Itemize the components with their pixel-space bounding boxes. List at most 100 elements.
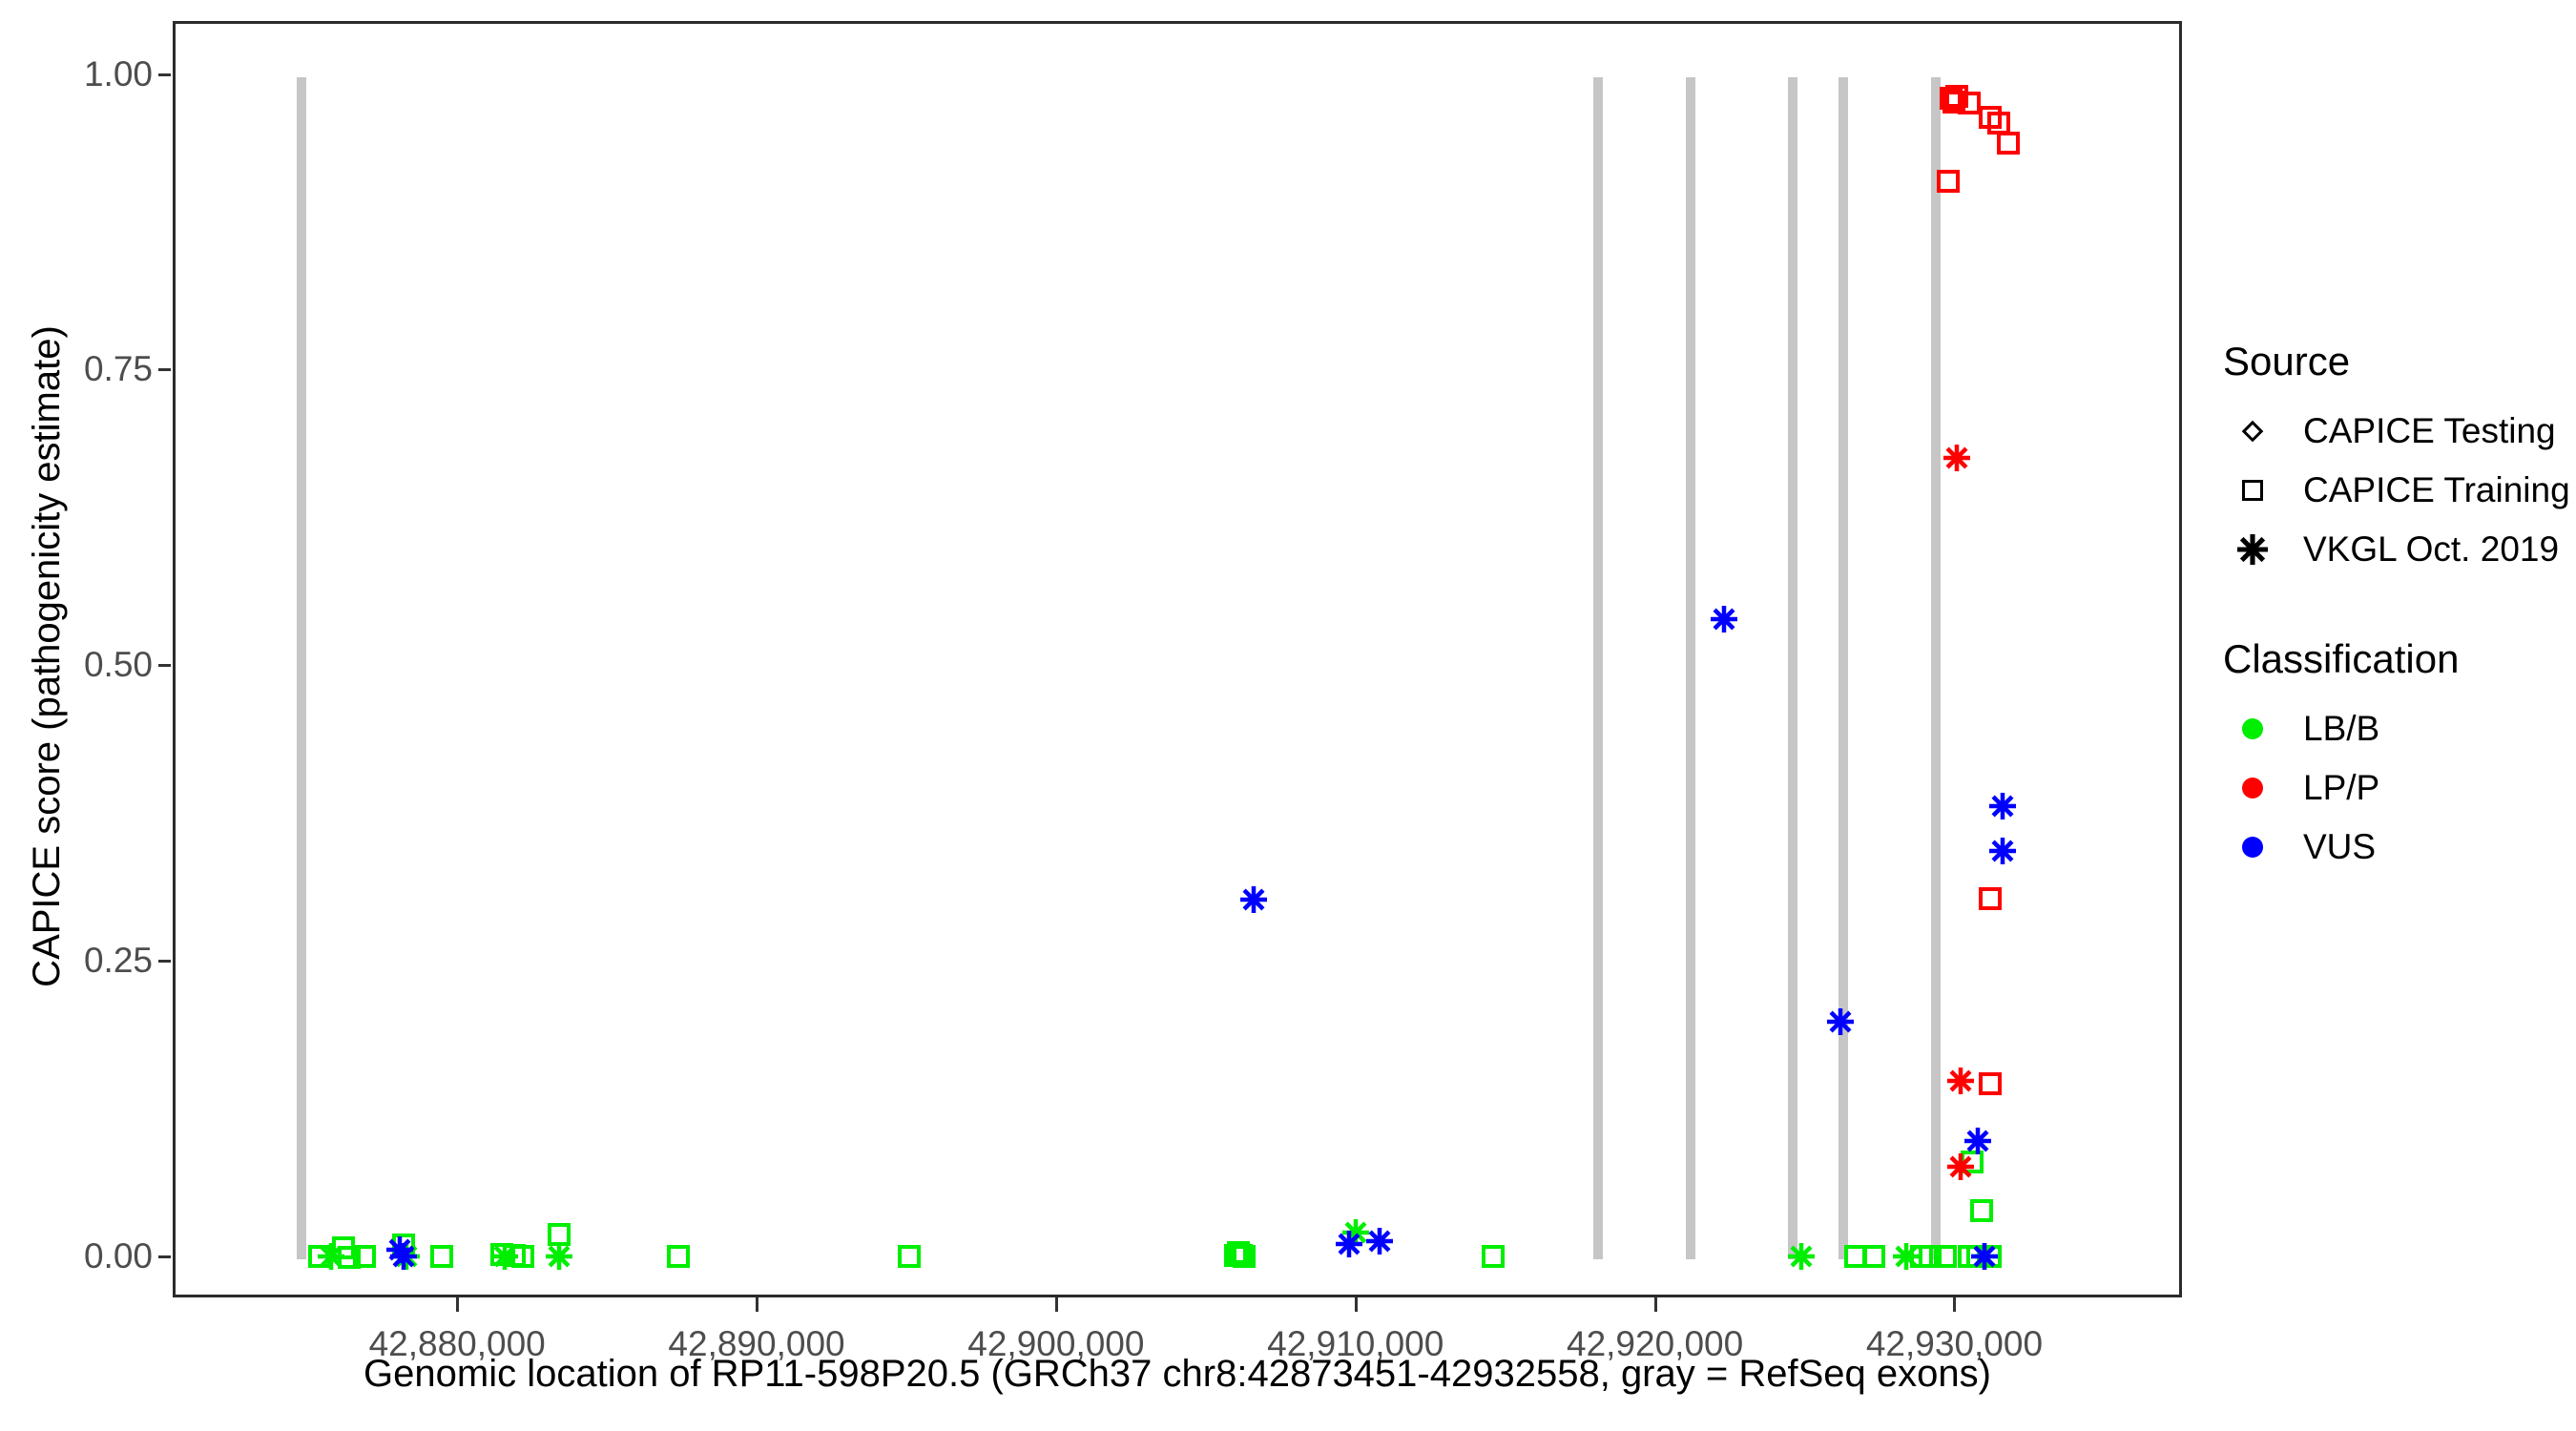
data-point: [1942, 90, 1966, 114]
data-point: [1978, 1245, 2002, 1269]
data-point: [490, 1242, 519, 1271]
data-point: [1987, 112, 2011, 135]
legend: Source CAPICE Testing CAPICE Training VKGL …: [2223, 339, 2576, 934]
data-point: [1946, 1152, 1975, 1181]
data-point: [392, 1242, 421, 1271]
star-icon: [2223, 520, 2282, 579]
data-point: [1961, 1151, 1984, 1174]
data-point: [502, 1243, 526, 1267]
data-point: [1909, 1245, 1933, 1269]
x-tick-mark: [456, 1297, 460, 1312]
data-point: [1945, 84, 1969, 108]
data-point: [1966, 1245, 1990, 1269]
y-tick-mark: [158, 1255, 171, 1258]
x-tick-mark: [1653, 1297, 1657, 1312]
data-point: [1335, 1230, 1363, 1258]
x-tick-label: 42,920,000: [1567, 1324, 1744, 1363]
data-point: [331, 1236, 355, 1260]
x-axis-title: Genomic location of RP11-598P20.5 (GRCh3…: [364, 1353, 1991, 1395]
data-point: [307, 1245, 331, 1269]
exon-band: [1931, 76, 1942, 1259]
data-point: [511, 1245, 535, 1269]
legend-item[interactable]: LB/B: [2223, 699, 2576, 758]
exon-band: [1839, 76, 1849, 1259]
dot-icon: [2223, 699, 2282, 758]
data-point: [1233, 1245, 1257, 1269]
x-tick-label: 42,930,000: [1865, 1324, 2044, 1363]
data-point: [391, 1233, 415, 1256]
data-point: [1892, 1242, 1921, 1271]
dot-icon: [2223, 758, 2282, 818]
y-tick-label: 1.00: [83, 53, 153, 93]
data-point: [1958, 92, 1982, 114]
data-point: [1710, 605, 1738, 633]
legend-group-title: Classification: [2223, 636, 2460, 681]
x-tick-mark: [1953, 1297, 1957, 1312]
data-point: [1940, 87, 1963, 111]
dot-icon: [2223, 818, 2282, 877]
x-tick-mark: [1054, 1297, 1058, 1312]
y-tick-label: 0.75: [83, 349, 153, 389]
data-point: [352, 1245, 376, 1269]
exon-band: [1787, 76, 1797, 1259]
legend-item[interactable]: CAPICE Training: [2223, 461, 2576, 520]
data-point: [1946, 1067, 1975, 1095]
data-point: [1861, 1245, 1885, 1269]
y-tick-mark: [158, 664, 171, 668]
exon-band: [296, 76, 306, 1259]
y-tick-label: 0.25: [83, 940, 153, 980]
y-tick-label: 0.00: [83, 1235, 153, 1275]
legend-group-source: Source CAPICE Testing CAPICE Training VKGL …: [2223, 339, 2576, 579]
x-tick-mark: [756, 1297, 759, 1312]
legend-item-label: VKGL Oct. 2019: [2303, 529, 2560, 569]
data-point: [1978, 1072, 2002, 1096]
data-point: [385, 1235, 414, 1264]
x-tick-label: 42,910,000: [1267, 1324, 1444, 1363]
data-point: [1988, 792, 2017, 820]
data-point: [1978, 886, 2002, 910]
legend-item-label: LB/B: [2303, 709, 2380, 748]
data-point: [667, 1245, 691, 1269]
data-point: [490, 1242, 514, 1266]
data-point: [545, 1242, 573, 1271]
data-point: [1988, 837, 2017, 865]
data-point: [1341, 1218, 1370, 1247]
legend-item-label: CAPICE Training: [2303, 470, 2570, 509]
x-tick-label: 42,880,000: [368, 1324, 546, 1363]
data-point: [1942, 444, 1971, 472]
y-tick-mark: [158, 73, 171, 76]
legend-group-title: Source: [2223, 339, 2351, 384]
y-tick-mark: [158, 959, 171, 963]
data-point: [430, 1245, 454, 1269]
x-tick-label: 42,900,000: [967, 1324, 1145, 1363]
legend-item-label: LP/P: [2303, 768, 2380, 807]
data-point: [1978, 105, 2002, 129]
legend-item[interactable]: LP/P: [2223, 758, 2576, 818]
diamond-icon: [2223, 402, 2282, 461]
data-point: [1365, 1227, 1394, 1255]
exon-band: [1686, 76, 1696, 1259]
square-icon: [2223, 461, 2282, 520]
legend-group-classification: Classification LB/B LP/P VUS: [2223, 636, 2576, 877]
data-point: [338, 1246, 362, 1270]
y-tick-label: 0.50: [83, 645, 153, 685]
plot-panel: [173, 21, 2182, 1297]
legend-item-label: VUS: [2303, 827, 2377, 866]
data-point: [1239, 885, 1268, 914]
data-point: [389, 1242, 418, 1271]
data-point: [1963, 1127, 1992, 1155]
data-point: [897, 1245, 921, 1269]
data-point: [547, 1222, 571, 1246]
legend-item[interactable]: CAPICE Testing: [2223, 402, 2576, 461]
x-tick-label: 42,890,000: [668, 1324, 845, 1363]
legend-item[interactable]: VKGL Oct. 2019: [2223, 520, 2576, 579]
data-point: [1970, 1242, 1999, 1271]
data-point: [1958, 1245, 1982, 1269]
data-point: [1230, 1243, 1254, 1267]
legend-item[interactable]: VUS: [2223, 818, 2576, 877]
exon-band: [1592, 76, 1603, 1259]
data-point: [1227, 1241, 1251, 1265]
data-point: [317, 1242, 345, 1271]
data-point: [1969, 1198, 1993, 1222]
